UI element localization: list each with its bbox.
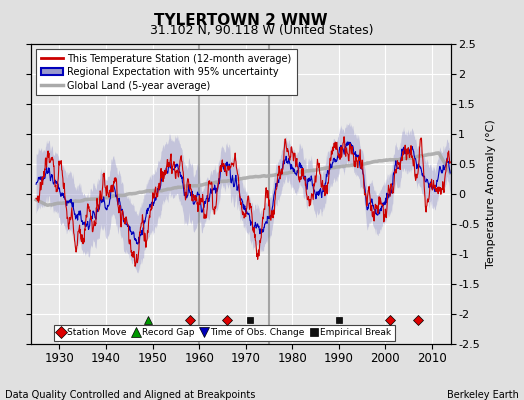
Text: Berkeley Earth: Berkeley Earth [447,390,519,400]
Text: 31.102 N, 90.118 W (United States): 31.102 N, 90.118 W (United States) [150,24,374,37]
Y-axis label: Temperature Anomaly (°C): Temperature Anomaly (°C) [486,120,496,268]
Text: Data Quality Controlled and Aligned at Breakpoints: Data Quality Controlled and Aligned at B… [5,390,256,400]
Legend: Station Move, Record Gap, Time of Obs. Change, Empirical Break: Station Move, Record Gap, Time of Obs. C… [54,325,395,341]
Title: TYLERTOWN 2 WNW: TYLERTOWN 2 WNW [154,12,328,28]
